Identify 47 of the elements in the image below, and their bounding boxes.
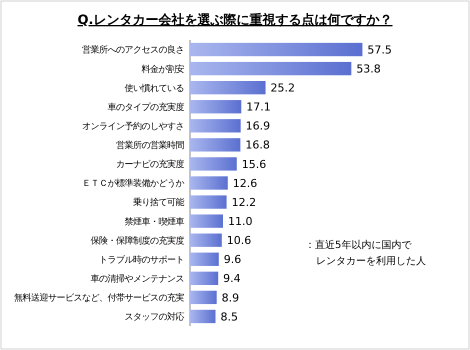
y-tick-label: カーナビの充実度 <box>116 159 184 170</box>
bar <box>190 119 241 132</box>
y-tick-label: 料金が割安 <box>142 64 184 75</box>
data-label: 57.5 <box>367 43 392 56</box>
data-label: 12.2 <box>232 196 256 209</box>
data-label: 25.2 <box>270 82 296 95</box>
chart-title: Q.レンタカー会社を選ぶ際に重視する点は何ですか？ <box>78 12 392 28</box>
y-tick-label: 保険・保障制度の充実度 <box>90 235 184 246</box>
bar <box>190 62 352 76</box>
bar <box>190 80 266 94</box>
data-label: 9.4 <box>223 272 241 286</box>
bar <box>190 42 362 56</box>
data-label: 10.6 <box>226 234 252 248</box>
bar <box>190 252 219 266</box>
y-tick-label: オンライン予約のしやすさ <box>82 120 184 132</box>
bar <box>190 234 222 247</box>
bar <box>190 310 216 324</box>
bar <box>190 176 228 190</box>
y-tick-label: 営業所の営業時間 <box>116 140 184 152</box>
y-tick-label: 無料送迎サービスなど、付帯サービスの充実 <box>14 292 184 304</box>
y-tick-label: 禁煙車・喫煙車 <box>124 216 184 228</box>
y-tick-label: 車の清掃やメンテナンス <box>90 273 184 284</box>
bar <box>190 290 217 304</box>
data-label: 8.5 <box>220 310 238 324</box>
data-label: 8.9 <box>222 291 240 304</box>
data-label: 9.6 <box>224 253 242 266</box>
y-tick-label: ＥＴＣが標準装備かどうか <box>82 178 184 190</box>
data-label: 16.9 <box>246 120 270 133</box>
data-label: 53.8 <box>356 62 381 76</box>
y-tick-label: 乗り捨て可能 <box>133 197 184 208</box>
data-label: 11.0 <box>228 214 252 228</box>
data-label: 16.8 <box>245 138 270 152</box>
bar <box>190 214 223 228</box>
y-tick-label: 営業所へのアクセスの良さ <box>82 44 184 56</box>
data-label: 15.6 <box>242 158 266 171</box>
data-label: 17.1 <box>246 100 271 114</box>
y-tick-label: トラブル時のサポート <box>99 254 184 266</box>
y-tick-label: 車のタイプの充実度 <box>108 102 184 113</box>
annotation: ：直近5年以内に国内でレンタカーを利用した人 <box>305 239 426 267</box>
bar <box>190 157 237 171</box>
bar <box>190 272 218 286</box>
y-tick-label: 使い慣れている <box>124 82 184 94</box>
y-tick-label: スタッフの対応 <box>124 312 184 323</box>
data-label: 12.6 <box>232 176 258 190</box>
bar <box>190 138 240 152</box>
bar <box>190 100 242 114</box>
bar <box>190 195 227 209</box>
